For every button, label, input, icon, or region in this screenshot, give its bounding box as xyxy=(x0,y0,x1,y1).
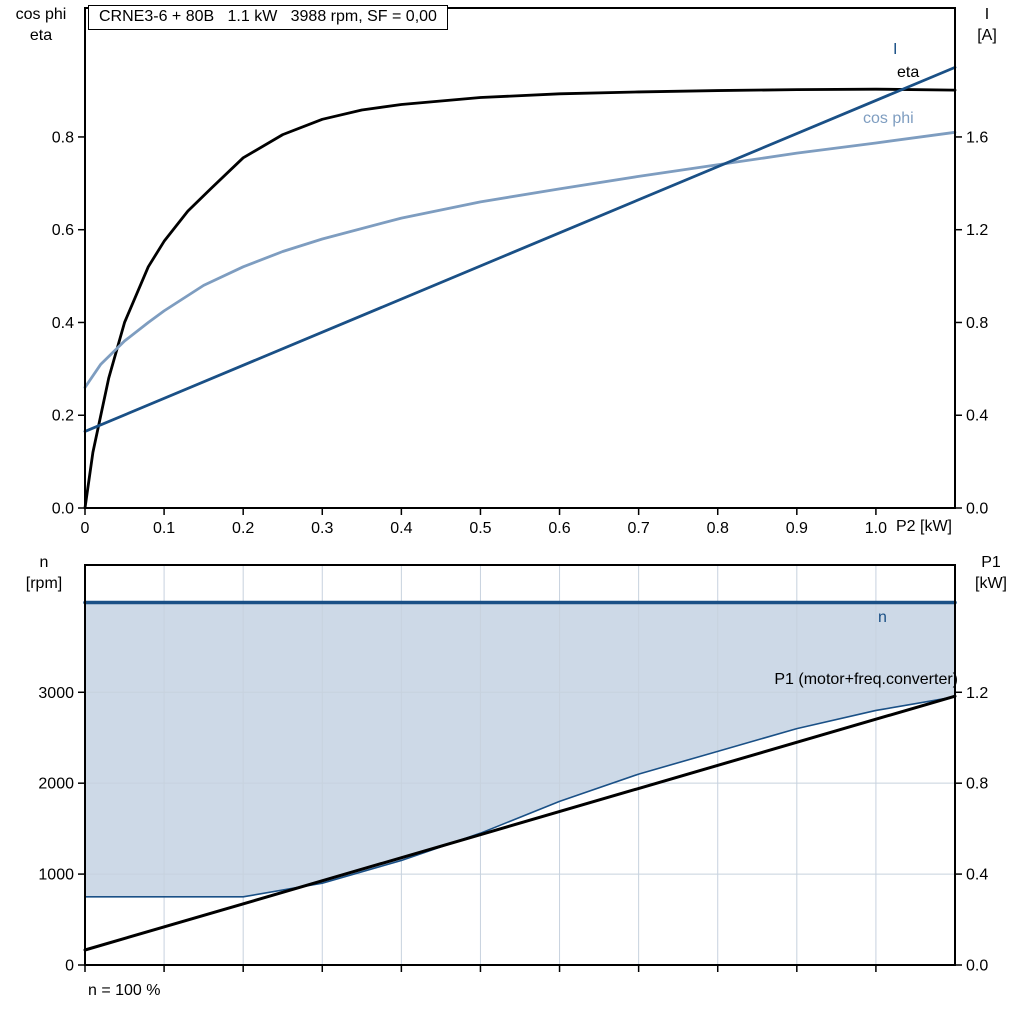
x-tick-label: 0.9 xyxy=(786,520,808,537)
chart-title-box: CRNE3-6 + 80B 1.1 kW 3988 rpm, SF = 0,00 xyxy=(88,5,448,30)
series-cos-phi xyxy=(83,130,957,389)
x-tick-label: 0.4 xyxy=(390,520,412,537)
x-tick-label: 0.2 xyxy=(232,520,254,537)
left-tick-label: 0.6 xyxy=(52,222,74,239)
ampere-unit-label: [A] xyxy=(977,27,997,44)
right-tick-label: 1.2 xyxy=(966,222,988,239)
x-tick-label: 0.1 xyxy=(153,520,175,537)
right-tick-label: 0.0 xyxy=(966,501,988,518)
kw-unit-label: [kW] xyxy=(975,575,1007,592)
left-tick-label: 1000 xyxy=(38,867,74,884)
left-tick-label: 0.2 xyxy=(52,408,74,425)
right-tick-label: 0.0 xyxy=(966,958,988,975)
cos-phi-series-label: cos phi xyxy=(863,110,914,127)
right-tick-label: 1.2 xyxy=(966,685,988,702)
right-tick-label: 0.8 xyxy=(966,315,988,332)
right-tick-label: 0.4 xyxy=(966,867,988,884)
bottom-chart-left-axis-title: n [rpm] xyxy=(8,552,80,594)
x-tick-label: 0.3 xyxy=(311,520,333,537)
series-eta xyxy=(83,87,957,510)
x-tick-label: 0.8 xyxy=(707,520,729,537)
current-series-label: I xyxy=(893,41,898,58)
x-tick-label: 1.0 xyxy=(865,520,887,537)
left-tick-label: 0 xyxy=(65,958,74,975)
left-tick-label: 3000 xyxy=(38,685,74,702)
speed-axis-label: n xyxy=(39,554,49,571)
top-chart-left-axis-title: cos phi eta xyxy=(0,4,82,46)
series-current xyxy=(83,65,957,433)
right-tick-label: 1.6 xyxy=(966,129,988,146)
right-tick-label: 0.8 xyxy=(966,776,988,793)
plot-frame xyxy=(84,7,956,509)
left-tick-label: 0.4 xyxy=(52,315,74,332)
left-tick-label: 2000 xyxy=(38,776,74,793)
rpm-unit-label: [rpm] xyxy=(25,575,63,592)
cos-phi-axis-label: cos phi xyxy=(15,6,67,23)
right-tick-label: 0.4 xyxy=(966,408,988,425)
plot-frame xyxy=(84,564,956,966)
x-tick-label: 0 xyxy=(81,520,90,537)
speed-range-area xyxy=(85,602,955,897)
x-tick-label: 0.5 xyxy=(469,520,491,537)
p1-axis-label: P1 xyxy=(981,554,1001,571)
x-tick-label: 0.6 xyxy=(548,520,570,537)
p1-series-label: P1 (motor+freq.converter) xyxy=(774,671,958,688)
top-chart-right-axis-title: I [A] xyxy=(958,4,1016,46)
left-tick-label: 0.0 xyxy=(52,501,74,518)
eta-series-label: eta xyxy=(897,64,920,81)
series-p1 xyxy=(83,694,957,952)
p2-axis-label: P2 [kW] xyxy=(895,518,952,535)
n-series-label: n xyxy=(878,609,887,626)
current-axis-label: I xyxy=(984,6,990,23)
left-tick-label: 0.8 xyxy=(52,129,74,146)
x-tick-label: 0.7 xyxy=(628,520,650,537)
speed-percentage-footnote: n = 100 % xyxy=(88,982,161,999)
eta-axis-label: eta xyxy=(29,27,53,44)
bottom-chart-right-axis-title: P1 [kW] xyxy=(962,552,1020,594)
